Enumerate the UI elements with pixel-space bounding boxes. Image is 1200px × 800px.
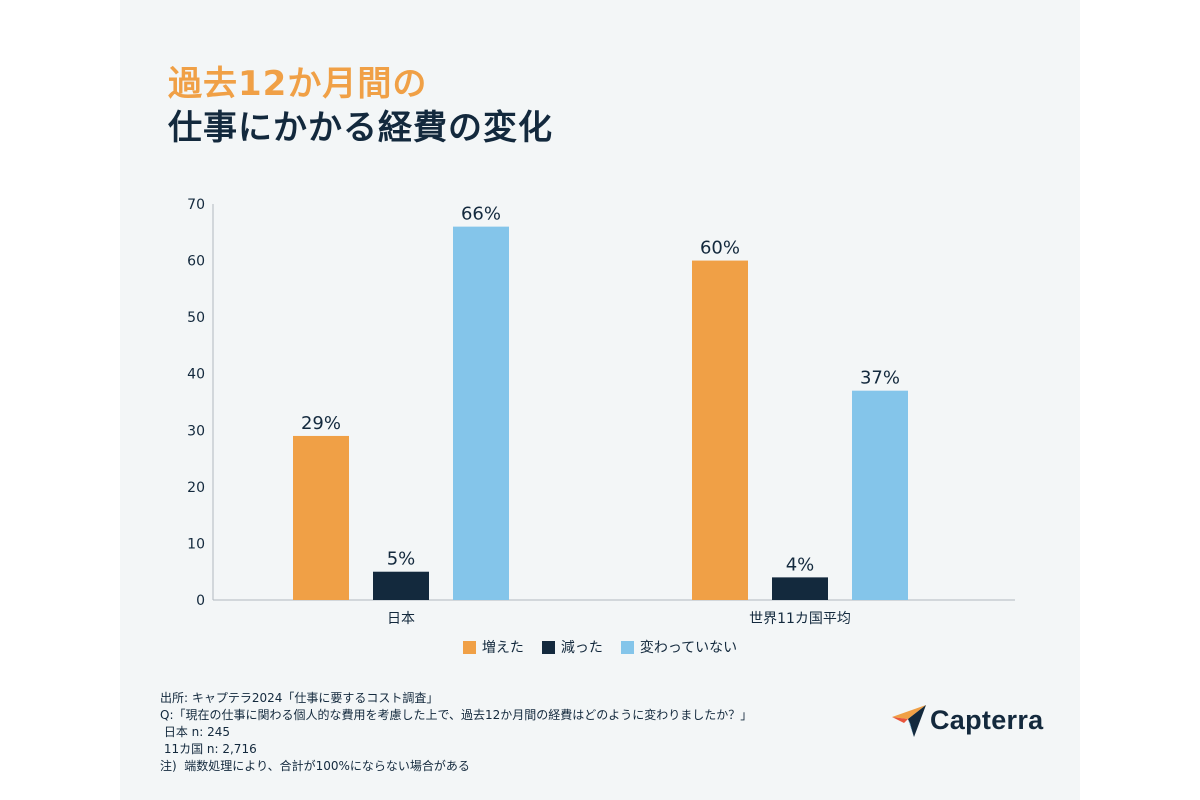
legend-swatch-increased [462, 640, 476, 654]
x-category-label: 日本 [387, 611, 415, 627]
logo-text: Capterra [930, 704, 1044, 735]
y-tick-label: 50 [187, 310, 205, 326]
capterra-logo: Capterra [892, 703, 1043, 737]
legend-label-unchanged: 変わっていない [639, 640, 738, 656]
bar [373, 571, 429, 600]
y-tick-label: 60 [187, 254, 205, 270]
y-tick-label: 20 [187, 480, 205, 496]
y-tick-label: 10 [187, 536, 205, 552]
title-line-2: 仕事にかかる経費の変化 [168, 108, 553, 148]
bar [453, 226, 509, 600]
legend-label-increased: 増えた [481, 640, 524, 656]
chart-legend: 増えた 減った 変わっていない [120, 637, 1080, 657]
footnote-question: Q:「現在の仕事に関わる個人的な費用を考慮した上で、過去12か月間の経費はどのよ… [160, 708, 753, 722]
legend-item-increased: 増えた [462, 637, 524, 657]
y-tick-label: 40 [187, 367, 205, 383]
legend-label-decreased: 減った [560, 640, 603, 656]
y-tick-label: 0 [196, 593, 205, 609]
title-line-1: 過去12か月間の [168, 64, 428, 104]
bar [293, 435, 349, 600]
legend-swatch-unchanged [620, 640, 634, 654]
infographic-card: 過去12か月間の 仕事にかかる経費の変化 0 10 20 30 40 50 60 70 29% 5… [120, 0, 1080, 800]
legend-swatch-decreased [541, 640, 555, 654]
bar-value-label: 60% [700, 238, 740, 259]
footnote-source: 出所: キャプテラ2024「仕事に要するコスト調査」 [160, 691, 439, 705]
bar [852, 390, 908, 600]
footnotes: 出所: キャプテラ2024「仕事に要するコスト調査」 Q:「現在の仕事に関わる個… [160, 690, 752, 775]
footnote-note: 注) 端数処理により、合計が100%にならない場合がある [160, 759, 470, 773]
bar-value-label: 5% [387, 549, 416, 570]
bar-value-label: 4% [786, 554, 815, 575]
capterra-arrow-icon [892, 705, 926, 737]
y-tick-label: 70 [187, 197, 205, 213]
bar [692, 260, 748, 600]
legend-item-unchanged: 変わっていない [620, 637, 738, 657]
bar-value-label: 29% [301, 413, 341, 434]
y-tick-label: 30 [187, 423, 205, 439]
x-category-label: 世界11カ国平均 [749, 611, 851, 627]
bar [772, 577, 828, 600]
bar-chart: 0 10 20 30 40 50 60 70 29% 5% 66% 日本 60% 4% 37% 世界11カ国平… [187, 197, 1015, 627]
footnote-sample-global: 11カ国 n: 2,716 [160, 742, 257, 756]
bar-value-label: 66% [461, 204, 501, 225]
footnote-sample-japan: 日本 n: 245 [160, 725, 230, 739]
legend-item-decreased: 減った [541, 637, 603, 657]
bar-value-label: 37% [860, 368, 900, 389]
